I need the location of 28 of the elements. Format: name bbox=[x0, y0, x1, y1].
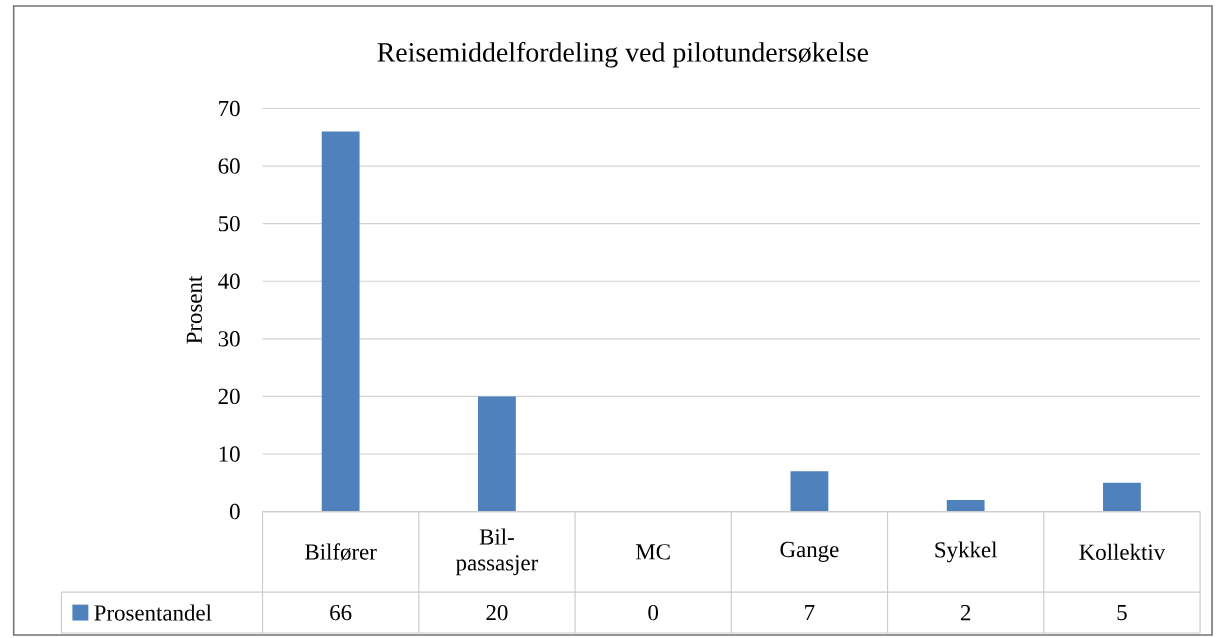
bar bbox=[790, 471, 829, 512]
bar bbox=[321, 131, 360, 512]
legend-label: Prosentandel bbox=[94, 604, 212, 621]
y-tick-label: 70 bbox=[219, 100, 240, 117]
y-tick-label: 30 bbox=[218, 331, 240, 347]
y-tick-label: 40 bbox=[218, 273, 240, 289]
x-tick-label: Bilfører bbox=[305, 543, 377, 561]
y-tick-label: 10 bbox=[219, 446, 240, 462]
x-tick-label: Kollektiv bbox=[1079, 543, 1166, 560]
data-label: 7 bbox=[805, 605, 815, 621]
x-tick-label: MC bbox=[636, 544, 670, 560]
chart-title: Reisemiddelfordeling ved pilotundersøkelse bbox=[377, 41, 869, 68]
data-label: 66 bbox=[330, 604, 352, 621]
x-tick-label: Sykkel bbox=[935, 541, 998, 563]
x-tick-label: Gange bbox=[780, 541, 839, 562]
data-label: 0 bbox=[648, 604, 659, 621]
y-axis-title: Prosent bbox=[186, 275, 202, 344]
data-label: 5 bbox=[1117, 605, 1127, 621]
bar bbox=[946, 500, 985, 512]
y-tick-label: 0 bbox=[229, 503, 240, 520]
y-tick-label: 50 bbox=[219, 215, 240, 232]
bar bbox=[478, 396, 516, 512]
y-tick-label: 60 bbox=[218, 158, 240, 174]
bar bbox=[1103, 482, 1141, 512]
y-tick-label: 20 bbox=[218, 388, 240, 405]
x-tick-label: Bil-passasjer bbox=[455, 528, 539, 576]
data-label: 20 bbox=[486, 604, 508, 621]
data-label: 2 bbox=[960, 605, 971, 621]
